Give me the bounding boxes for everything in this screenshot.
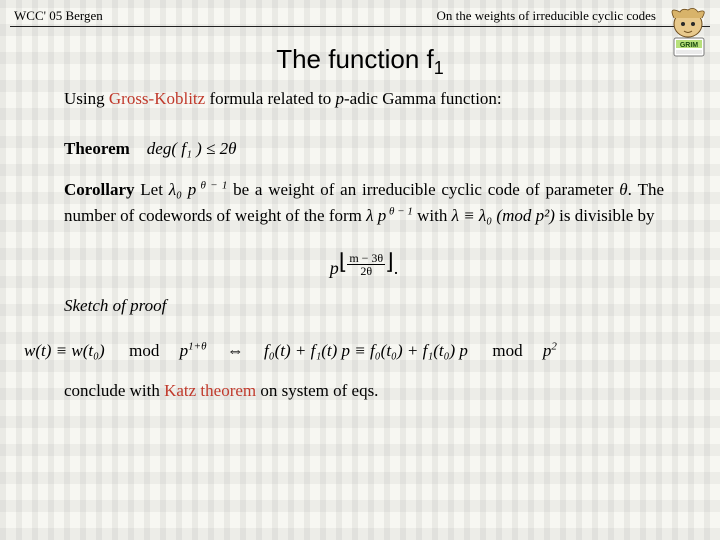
title-text: The function f [276,44,434,74]
mod: mod [492,338,522,364]
slide-body: Using Gross-Koblitz formula related to p… [64,86,664,418]
congruence: λ ≡ λ₀ (mod p²) [452,206,555,225]
txt: formula related to [205,89,335,108]
intro-para: Using Gross-Koblitz formula related to p… [64,86,664,112]
corollary-para: Corollary Let λ₀ p θ − 1 be a weight of … [64,177,664,230]
eq-lhs: w(t) ≡ w(t₀) [24,338,105,364]
txt: on system of eqs. [256,381,378,400]
gross-koblitz-term: Gross-Koblitz [109,89,205,108]
theorem-line: Theorem deg( f₁ ) ≤ 2θ [64,136,664,162]
mod: mod [129,338,159,364]
katz-term: Katz theorem [164,381,256,400]
expr: λ p [366,206,386,225]
txt: Using [64,89,109,108]
header-rule [10,26,710,27]
eq-rhs: f₀(t) + f₁(t) p ≡ f₀(t₀) + f₁(t₀) p [264,338,468,364]
slide-title: The function f1 [0,44,720,79]
theta: θ [619,180,627,199]
exp: θ − 1 [196,179,227,191]
p-base: p [330,258,339,278]
theorem-label: Theorem [64,139,130,158]
header-left: WCC' 05 Bergen [14,8,103,24]
divisibility-expr: p⌊m − 3θ2θ⌋. [64,243,664,283]
period: . [394,258,399,278]
sketch-label: Sketch of proof [64,296,166,315]
slide-header: WCC' 05 Bergen On the weights of irreduc… [14,8,706,24]
expr: λ₀ p [169,180,197,199]
sketch-heading: Sketch of proof [64,293,664,319]
theorem-expr: deg( f₁ ) ≤ 2θ [147,139,237,158]
frac-den: 2θ [358,265,374,278]
frac-num: m − 3θ [347,252,385,266]
title-subscript: 1 [434,58,444,78]
txt: is divisible by [555,206,655,225]
txt: conclude with [64,381,164,400]
p: p [180,341,189,360]
txt: Let [135,180,169,199]
corollary-label: Corollary [64,180,135,199]
exp: 1+θ [188,340,206,352]
txt: be a weight of an irreducible cyclic cod… [227,180,619,199]
exp: 2 [551,340,557,352]
txt: -adic Gamma function: [344,89,502,108]
exp: θ − 1 [386,205,413,217]
equation-row: w(t) ≡ w(t₀) mod p1+θ ⇔ f₀(t) + f₁(t) p … [24,338,704,364]
conclude-line: conclude with Katz theorem on system of … [64,378,664,404]
header-right: On the weights of irreducible cyclic cod… [437,8,656,24]
iff-symbol: ⇔ [227,338,244,364]
txt: with [413,206,452,225]
p-var: p [335,89,344,108]
